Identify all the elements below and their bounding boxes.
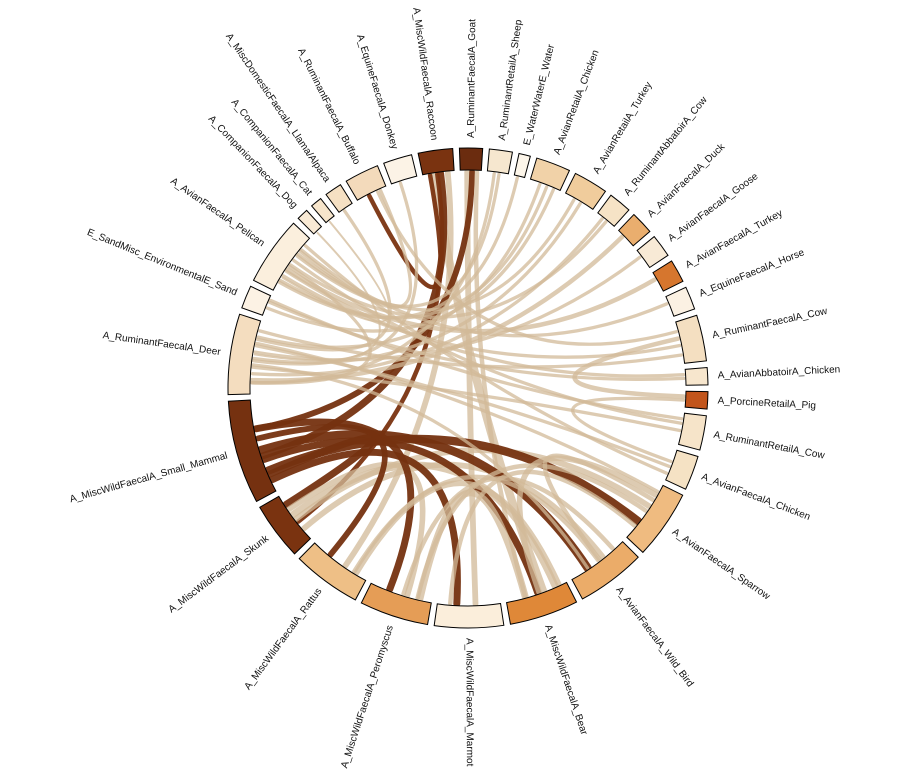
arc-raccoon [417, 147, 455, 176]
label-pero: A_MiscWildFaecalA_Peromyscus [339, 624, 396, 770]
arc-pig [684, 390, 709, 410]
ribbon-raccoon-buffalo [367, 173, 443, 290]
arc-sheep [486, 148, 514, 175]
ribbon-horse-pelican [300, 248, 669, 338]
ribbon-donkey-deer [252, 181, 419, 366]
ribbon-rattus-wildbird [351, 474, 601, 574]
label-raccoon: A_MiscWildFaecalA_Raccoon [410, 7, 439, 141]
label-rattus: A_MiscWildFaecalA_Rattus [243, 586, 325, 692]
arc-horse [665, 286, 696, 317]
label-deer: A_RuminantFaecalA_Deer [102, 330, 222, 358]
arc-cat [310, 197, 335, 224]
arc-turkeyf [652, 260, 684, 292]
arc-cow [597, 194, 630, 227]
ribbon-marmot-sparrow [448, 469, 637, 606]
arc-goose [636, 235, 669, 269]
ribbon-goat-bear [473, 169, 528, 599]
arc-marmot [433, 602, 505, 629]
ribbon-skunk-bear [289, 461, 559, 590]
ribbon-skunk-sparrow [293, 447, 652, 522]
ribbon-raccoon-rattus [342, 170, 454, 569]
ribbon-sand-cowr [268, 298, 684, 421]
label-chk: A_AvianRetailA_Chicken [552, 49, 602, 157]
label-smallmam: A_MiscWildFaecalA_Small_Mammal [69, 450, 229, 505]
arc-chk [529, 157, 571, 192]
arc-chkf [665, 449, 699, 490]
arc-wildbird [571, 540, 639, 600]
ribbon-wildbird-sparrow [542, 453, 656, 562]
label-sheep: A_RuminantRetailA_Sheep [497, 19, 525, 142]
arc-layer [227, 147, 709, 629]
ribbon-cowf-pelican [281, 274, 682, 359]
arc-sand [241, 285, 272, 316]
label-sparrow: A_AvianFaecalA_Sparrow [670, 527, 773, 603]
arc-sparrow [626, 484, 684, 554]
ribbon-llama-deer [255, 209, 392, 352]
label-tky: A_AvianRetailA_Turkey [591, 80, 654, 176]
ribbon-cowf-deer [258, 329, 684, 369]
arc-abch [684, 366, 709, 386]
ribbon-smallmam-rattus [255, 423, 388, 558]
arc-goat [458, 147, 484, 171]
label-abch: A_AvianAbbatoirA_Chicken [717, 364, 840, 381]
ribbon-buffalo-pelican [298, 188, 413, 309]
ribbon-cow-pelican [288, 220, 608, 319]
ribbon-pero-sparrow [415, 463, 649, 601]
arc-duck [617, 213, 651, 247]
arc-tky [564, 172, 607, 211]
arc-bear [505, 581, 578, 625]
label-goat: A_RuminantFaecalA_Goat [466, 19, 478, 138]
ribbon-dog-deer [253, 231, 381, 362]
label-bear: A_MiscWildFaecalA_Bear [542, 623, 589, 737]
ribbon-deer-pelican [250, 264, 372, 385]
arc-pero [360, 582, 432, 626]
label-chkf: A_AvianFaecalA_Chicken [700, 472, 812, 523]
label-layer: A_MiscWildFaecalA_Raccoon A_RuminantFaeca… [69, 7, 841, 770]
label-donkey: A_EquineFaecalA_Donkey [354, 33, 400, 150]
ribbon-cowf-buffalo [376, 190, 679, 346]
label-sand: E_SandMisc_EnvironmentalE_Sand [85, 227, 238, 298]
arc-donkey [383, 154, 418, 185]
ribbon-layer [249, 169, 687, 608]
arc-water [513, 152, 531, 179]
arc-pelican [252, 222, 311, 291]
arc-cowr [677, 412, 707, 451]
arc-rattus [298, 542, 367, 601]
label-cowf: A_RuminantFaecalA_Cow [711, 306, 829, 342]
label-skunk: A_MiscWildFaecalA_Skunk [167, 533, 272, 616]
arc-buffalo [345, 165, 387, 201]
ribbon-sheep-deer [250, 171, 496, 385]
arc-skunk [259, 495, 312, 555]
arc-dog [297, 209, 323, 235]
ribbon-water-pelican [277, 176, 519, 320]
label-marmot: A_MiscWildFaecalA_Marmot [463, 638, 474, 767]
label-wildbird: A_AvianFaecalA_Wild_Bird [613, 585, 695, 689]
label-pig: A_PorcineRetailA_Pig [717, 396, 816, 412]
ribbon-smallmam-bear [260, 437, 542, 596]
ribbon-cowr-deer [251, 365, 682, 433]
arc-cowf [675, 314, 708, 364]
arc-deer [227, 313, 262, 396]
arc-smallmam [227, 399, 277, 503]
ribbon-smallmam-pero [252, 418, 415, 593]
ribbon-sheep-pelican [295, 172, 501, 308]
ribbon-chkf-deer [254, 344, 671, 469]
ribbon-cat-pelican [281, 220, 390, 323]
label-cowr: A_RuminantRetailA_Cow [713, 430, 827, 462]
label-pelican: A_AvianFaecalA_Pelican [168, 176, 266, 249]
arc-llama [325, 184, 353, 213]
ribbon-smallmam-sparrow [264, 434, 643, 526]
label-water: E_WaterWaterE_Water [522, 43, 557, 147]
ribbon-skunk-wildbird [301, 461, 606, 560]
